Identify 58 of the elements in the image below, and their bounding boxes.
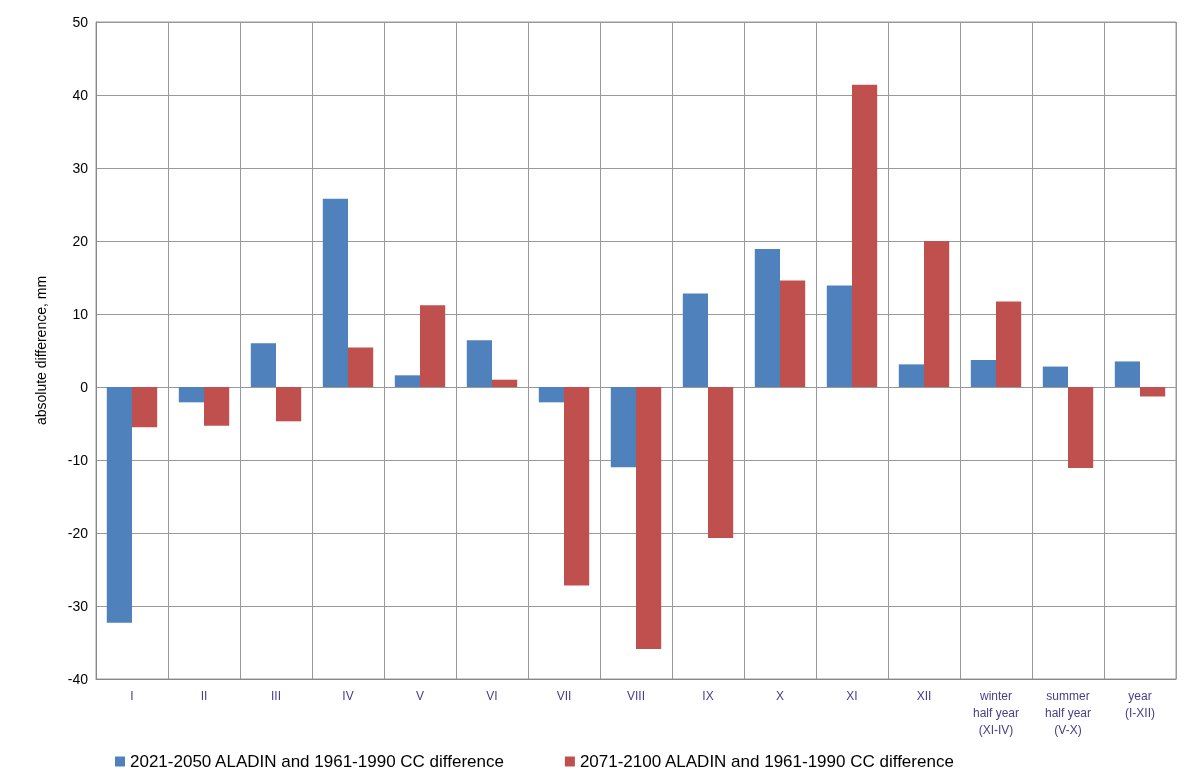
y-tick-label: -20 — [67, 525, 89, 541]
bar — [636, 387, 662, 650]
bar — [898, 364, 924, 387]
bar — [996, 301, 1022, 387]
y-tick-label: 40 — [72, 87, 89, 103]
x-tick-label: IX — [702, 688, 714, 703]
bar — [420, 305, 446, 387]
bar — [564, 387, 590, 586]
bar — [322, 198, 348, 387]
bar — [1140, 387, 1166, 397]
y-tick-label: 30 — [72, 160, 89, 176]
bar — [1042, 366, 1068, 387]
y-tick-label: -30 — [67, 598, 89, 614]
x-tick-label: V — [415, 688, 425, 703]
x-tick-label: XII — [916, 688, 932, 703]
x-tick-label: II — [200, 688, 208, 703]
legend-label: 2021-2050 ALADIN and 1961-1990 CC difference — [130, 752, 504, 771]
bar — [708, 387, 734, 539]
x-tick-label: X — [775, 688, 785, 703]
legend-label: 2071-2100 ALADIN and 1961-1990 CC difference — [579, 752, 954, 771]
bar — [178, 387, 204, 403]
x-tick-label: winter half year (XI-IV) — [972, 688, 1020, 737]
bar — [826, 285, 852, 387]
bar — [394, 375, 420, 387]
x-tick-label: I — [130, 688, 134, 703]
x-tick-label: summer half year (V-X) — [1044, 688, 1092, 737]
bar — [1114, 361, 1140, 387]
bar — [276, 387, 302, 422]
y-tick-label: -10 — [67, 452, 89, 468]
bar — [466, 340, 492, 387]
bar — [970, 359, 996, 387]
bar — [348, 347, 374, 387]
bar — [682, 293, 708, 387]
bar — [106, 387, 132, 623]
y-tick-label: 20 — [72, 233, 89, 249]
x-tick-label: IV — [342, 688, 354, 703]
bar — [754, 249, 780, 387]
bar — [250, 343, 276, 387]
bar — [492, 379, 518, 387]
x-tick-label: VIII — [626, 688, 646, 703]
bar — [1068, 387, 1094, 469]
bar — [610, 387, 636, 468]
bar — [852, 84, 878, 387]
y-tick-label: 10 — [72, 306, 89, 322]
y-axis-title: absolute difference, mm — [33, 275, 49, 426]
x-tick-label: year (I-XII) — [1125, 688, 1155, 720]
y-tick-label: -40 — [67, 671, 89, 687]
bar — [204, 387, 230, 426]
x-tick-label: VI — [486, 688, 498, 703]
bar — [132, 387, 158, 428]
bar — [538, 387, 564, 403]
x-tick-label: III — [270, 688, 282, 703]
bar — [780, 280, 806, 387]
x-tick-label: VII — [556, 688, 572, 703]
x-tick-label: XI — [846, 688, 858, 703]
y-tick-label: 0 — [80, 379, 89, 395]
y-tick-label: 50 — [72, 14, 89, 30]
bar — [924, 241, 950, 387]
